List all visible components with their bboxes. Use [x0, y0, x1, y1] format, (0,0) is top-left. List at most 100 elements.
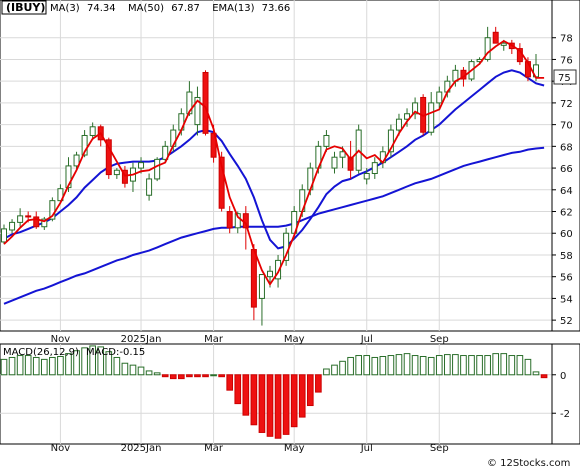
price-x-tick-label: Nov: [51, 334, 71, 345]
macd-bar-positive: [427, 356, 435, 376]
macd-bar-positive: [113, 356, 121, 376]
legend-item-value: 73.66: [262, 3, 291, 14]
candle-down: [226, 211, 233, 229]
macd-bar-negative: [178, 374, 185, 380]
macd-x-tick-label: May: [284, 443, 305, 454]
macd-bar-positive: [210, 374, 217, 377]
price-tick-labels: 5254565860626466687072747678: [552, 34, 573, 327]
macd-bar-negative: [274, 374, 282, 439]
macd-bar-negative: [250, 374, 258, 426]
price-grid: [0, 0, 552, 331]
footer-credit: © 12Stocks.com: [487, 458, 570, 469]
macd-bar-negative: [202, 374, 209, 378]
indicator-legend: MA(3) 74.34 MA(50) 67.87 EMA(13) 73.66: [50, 3, 290, 14]
macd-label: MACD(26,12,9): [3, 347, 79, 358]
candle-up: [1, 228, 7, 243]
price-tick-label: 60: [560, 229, 573, 240]
ticker-box: [1, 0, 47, 15]
ma50-line: [3, 146, 545, 305]
macd-bar-positive: [371, 356, 379, 376]
macd-bar-positive: [121, 362, 129, 376]
candle-up: [331, 156, 338, 169]
candle-up: [404, 113, 411, 120]
macd-bar-positive: [355, 355, 362, 376]
macd-bar-positive: [468, 355, 475, 376]
macd-bar-negative: [540, 374, 548, 379]
macd-bar-positive: [395, 354, 403, 376]
macd-bar-positive: [145, 370, 153, 376]
macd-bar-positive: [137, 366, 145, 376]
macd-bar-positive: [411, 355, 419, 376]
macd-bar-positive: [444, 354, 451, 376]
candle-up: [339, 151, 346, 158]
candle-down: [218, 156, 225, 209]
candle-up: [363, 173, 370, 180]
macd-bar-positive: [129, 364, 137, 376]
macd-bar-negative: [266, 374, 274, 437]
candle-up: [275, 259, 282, 280]
price-x-tick-label: Jul: [360, 334, 373, 345]
macd-bar-positive: [532, 371, 540, 376]
price-x-tick-labels: Nov 2025Jan Mar May Jul Sep: [51, 334, 449, 345]
macd-bar-positive: [49, 356, 56, 376]
candle-up: [428, 102, 435, 133]
candle-up: [258, 274, 265, 299]
macd-x-tick-labels: Nov 2025Jan Mar May Jul Sep: [51, 443, 449, 454]
candle-up: [49, 200, 56, 220]
macd-bar-positive: [476, 355, 483, 376]
candle-up: [41, 218, 48, 228]
macd-bar-positive: [379, 356, 387, 376]
macd-bar-negative: [194, 374, 201, 378]
macd-bar-positive: [0, 358, 8, 376]
macd-bar-positive: [97, 346, 105, 376]
macd-bar-positive: [153, 372, 161, 376]
price-x-tick-label: Mar: [204, 334, 224, 345]
macd-tick-label: 0: [560, 371, 566, 382]
macd-bar-positive: [32, 356, 40, 376]
macd-bar-positive: [363, 355, 371, 376]
legend-item-name: MA(50): [128, 3, 164, 14]
candle-up: [500, 42, 507, 46]
price-tick-label: 52: [560, 316, 573, 327]
macd-bar-positive: [435, 355, 443, 376]
candle-up: [194, 96, 201, 126]
candle-up: [65, 165, 72, 189]
candle-up: [234, 213, 241, 229]
macd-bar-negative: [226, 374, 234, 391]
macd-bar-positive: [16, 355, 24, 376]
ma3-series: [3, 39, 545, 286]
macd-bar-negative: [161, 374, 169, 378]
macd-bar-positive: [331, 364, 338, 376]
price-tick-label: 68: [560, 142, 573, 153]
macd-bar-negative: [169, 374, 177, 380]
ticker-label: (IBUY): [6, 1, 45, 14]
candle-up: [146, 178, 153, 196]
macd-bar-positive: [347, 356, 354, 376]
macd-bar-positive: [81, 347, 88, 376]
candle-down: [250, 249, 257, 308]
macd-x-tick-label: Nov: [51, 443, 71, 454]
last-price-badge: [553, 69, 577, 85]
macd-bar-positive: [57, 356, 64, 376]
price-tick-label: 76: [560, 55, 573, 66]
macd-bar-positive: [419, 356, 427, 376]
candle-down: [492, 31, 499, 44]
macd-bar-positive: [339, 360, 346, 376]
macd-bar-positive: [24, 355, 32, 376]
price-tick-label: 64: [560, 186, 573, 197]
candle-up: [9, 221, 16, 231]
price-tick-label: 66: [560, 164, 573, 175]
candle-up: [387, 129, 394, 153]
candle-up: [138, 162, 145, 169]
macd-bar-negative: [306, 374, 314, 407]
legend-item-value: 74.34: [87, 3, 116, 14]
macd-bar-negative: [298, 374, 306, 418]
macd-bar-positive: [524, 358, 532, 376]
macd-bar-negative: [234, 374, 242, 405]
ema13-series: [3, 69, 545, 250]
macd-bar-positive: [323, 368, 330, 376]
candle-up: [17, 215, 24, 223]
ma3-line: [3, 39, 545, 286]
macd-bar-positive: [460, 355, 467, 376]
